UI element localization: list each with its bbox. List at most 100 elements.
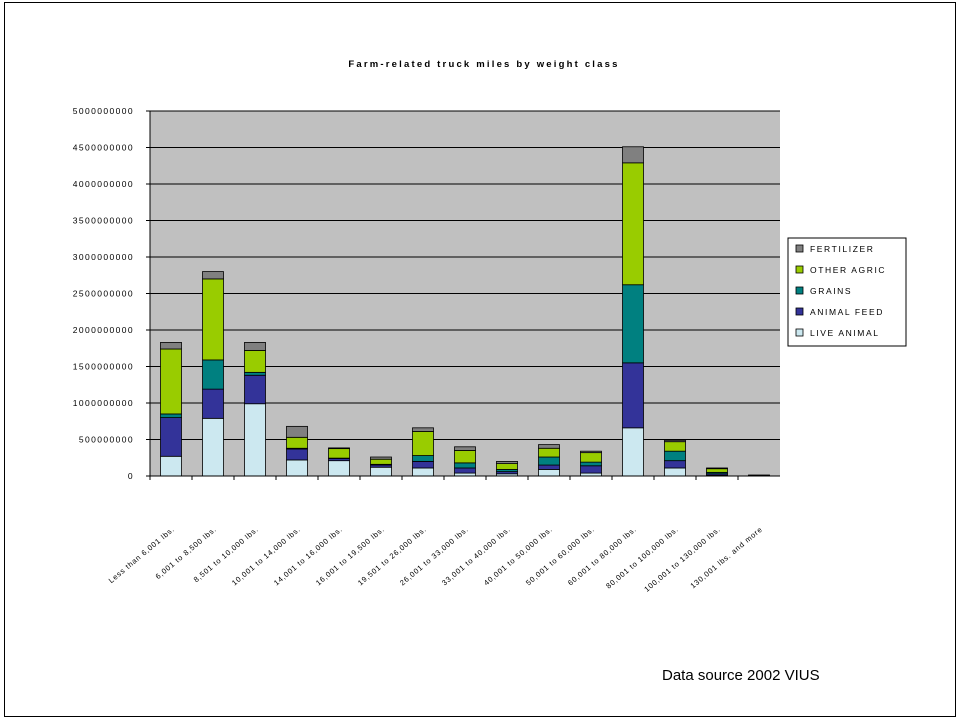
x-tick-label: 100,001 to 130,000 lbs. [642, 525, 722, 594]
bar-segment [244, 403, 266, 477]
legend-box [787, 237, 907, 347]
bar-segment [664, 450, 686, 462]
bar-segment [538, 469, 560, 477]
bar-segment [202, 388, 224, 419]
x-tick-label: 26,001 to 33,000 lbs. [398, 525, 470, 588]
y-axis-tick-labels: 0 500000000 1000000000 1500000000 2000000000… [73, 106, 134, 481]
bar-segment [580, 450, 602, 454]
bar-segment [286, 448, 308, 461]
bar-segment [664, 460, 686, 469]
x-tick-label: 40,001 to 50,000 lbs. [482, 525, 554, 588]
x-tick-label: 14,001 to 16,000 lbs. [272, 525, 344, 588]
bar-segment [202, 417, 224, 477]
legend-label: GRAINS [810, 286, 852, 296]
bar-segment [370, 458, 392, 465]
legend-swatch [795, 307, 804, 316]
bar-segment [622, 146, 644, 164]
data-source-note: Data source 2002 VIUS [662, 667, 820, 684]
y-tick-label: 500000000 [79, 435, 134, 445]
y-tick-label: 2000000000 [73, 325, 134, 335]
legend-label: OTHER AGRIC [810, 265, 886, 275]
bar-segment [622, 162, 644, 286]
y-tick-label: 4000000000 [73, 179, 134, 189]
y-tick-label: 3000000000 [73, 252, 134, 262]
x-tick-label: 80,001 to 100,000 lbs. [604, 525, 680, 591]
legend-label: LIVE ANIMAL [810, 328, 880, 338]
bar-segment [244, 374, 266, 405]
y-tick-label: 2500000000 [73, 289, 134, 299]
x-axis-tick-labels: Less than 6,001 lbs.6,001 to 8,500 lbs.8… [107, 525, 764, 594]
bar-segment [160, 417, 182, 457]
bar-segment [328, 460, 350, 477]
x-tick-label: Less than 6,001 lbs. [107, 525, 176, 585]
bar-segment [202, 271, 224, 280]
bar-segment [244, 350, 266, 373]
bar-segment [538, 447, 560, 458]
bar-segment [622, 284, 644, 364]
y-tick-label: 5000000000 [73, 106, 134, 116]
bar-segment [706, 468, 728, 473]
legend-label: ANIMAL FEED [810, 307, 884, 317]
bar-segment [580, 461, 602, 467]
chart-frame [4, 2, 956, 717]
bar-segment [706, 467, 728, 470]
bar-segment [160, 348, 182, 415]
x-tick-label: 19,501 to 26,000 lbs. [356, 525, 428, 588]
bar-segment [160, 342, 182, 350]
x-tick-label: 16,001 to 19,500 lbs. [314, 525, 386, 588]
bar-segment [664, 467, 686, 477]
bar-segment [622, 427, 644, 477]
legend-swatch [795, 328, 804, 337]
bar-segment [286, 436, 308, 449]
bar-segment [454, 467, 476, 474]
bar-segment [370, 456, 392, 460]
bar-segment [328, 448, 350, 459]
bar-segment [454, 446, 476, 451]
bar-segment [202, 359, 224, 390]
bar-segment [202, 278, 224, 361]
bars [160, 146, 770, 477]
bar-segment [412, 460, 434, 469]
bar-segment [454, 462, 476, 469]
bar-segment [412, 431, 434, 456]
bar-segment [496, 460, 518, 464]
x-tick-label: 130,001 lbs. and more [688, 525, 764, 591]
bar-segment [580, 465, 602, 474]
legend-label: FERTILIZER [810, 244, 875, 254]
legend-swatch [795, 244, 804, 253]
x-tick-label: 50,001 to 60,000 lbs. [524, 525, 596, 588]
bar-segment [496, 463, 518, 470]
x-tick-label: 10,001 to 14,000 lbs. [230, 525, 302, 588]
legend: FERTILIZER OTHER AGRIC GRAINS ANIMAL FEED LI… [787, 237, 907, 347]
bar-segment [244, 342, 266, 351]
x-tick-label: 33,001 to 40,000 lbs. [440, 525, 512, 588]
legend-swatch [795, 286, 804, 295]
bar-segment [286, 425, 308, 438]
bar-segment [538, 456, 560, 466]
bar-segment [328, 447, 350, 450]
y-tick-label: 1500000000 [73, 362, 134, 372]
y-tick-label: 4500000000 [73, 143, 134, 153]
bar-segment [370, 466, 392, 477]
bar-segment [286, 459, 308, 477]
bar-segment [160, 413, 182, 419]
bar-segment [244, 371, 266, 376]
bar-segment [160, 455, 182, 477]
x-tick-label: 60,001 to 80,000 lbs. [566, 525, 638, 588]
bar-segment [538, 464, 560, 470]
bar-segment [412, 455, 434, 462]
legend-swatch [795, 265, 804, 274]
axes [146, 110, 780, 480]
y-tick-label: 1000000000 [73, 398, 134, 408]
bar-segment [538, 444, 560, 449]
chart-title: Farm-related truck miles by weight class [348, 59, 619, 70]
bar-segment [412, 467, 434, 477]
bar-segment [412, 427, 434, 432]
bar-segment [664, 441, 686, 452]
bar-segment [664, 439, 686, 443]
y-tick-label: 0 [128, 471, 134, 481]
y-tick-label: 3500000000 [73, 216, 134, 226]
bar-segment [622, 362, 644, 429]
bar-segment [454, 450, 476, 464]
